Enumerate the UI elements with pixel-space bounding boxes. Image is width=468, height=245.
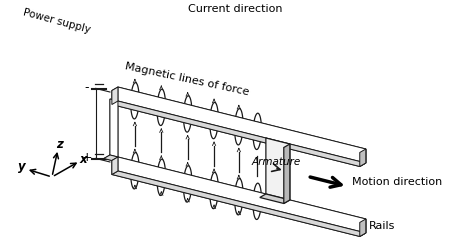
Polygon shape <box>112 171 366 236</box>
Polygon shape <box>104 155 118 160</box>
Polygon shape <box>112 101 366 167</box>
Text: Rails: Rails <box>369 221 395 231</box>
Polygon shape <box>118 157 366 233</box>
Polygon shape <box>110 99 118 157</box>
Polygon shape <box>112 157 118 174</box>
Polygon shape <box>260 194 290 204</box>
Text: Motion direction: Motion direction <box>352 177 443 187</box>
Polygon shape <box>118 157 366 233</box>
Text: -: - <box>85 81 89 94</box>
Polygon shape <box>118 87 366 163</box>
Polygon shape <box>360 219 366 236</box>
Polygon shape <box>118 87 366 163</box>
Polygon shape <box>266 138 290 200</box>
Polygon shape <box>110 99 118 157</box>
Polygon shape <box>112 87 118 105</box>
Text: Current direction: Current direction <box>188 4 282 14</box>
Text: Armature: Armature <box>251 157 300 167</box>
Text: x: x <box>79 153 87 167</box>
Polygon shape <box>284 144 290 204</box>
Polygon shape <box>112 157 118 174</box>
Polygon shape <box>360 149 366 167</box>
Text: Power supply: Power supply <box>22 7 91 35</box>
Polygon shape <box>112 171 366 236</box>
Polygon shape <box>112 101 366 167</box>
Text: Magnetic lines of force: Magnetic lines of force <box>124 61 250 97</box>
Polygon shape <box>360 149 366 167</box>
Text: y: y <box>18 160 26 173</box>
Text: z: z <box>57 138 63 151</box>
Text: +: + <box>81 151 92 164</box>
Polygon shape <box>112 87 118 105</box>
Polygon shape <box>104 155 118 160</box>
Polygon shape <box>360 219 366 236</box>
